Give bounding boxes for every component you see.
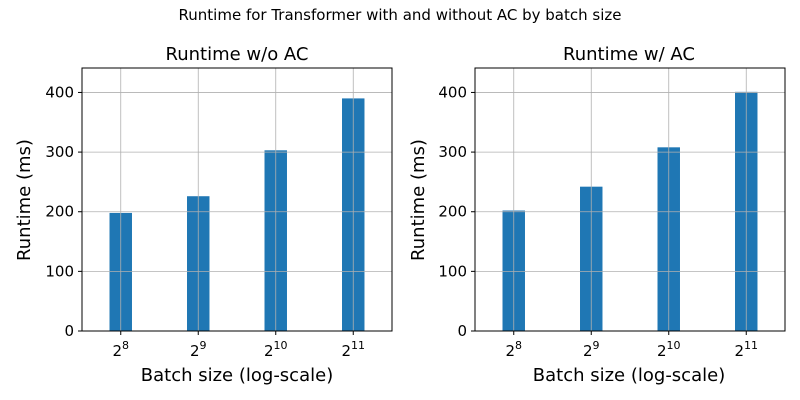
x-tick-label: 211: [734, 339, 758, 360]
y-tick-label: 400: [45, 83, 74, 101]
y-tick-label: 0: [457, 322, 467, 340]
x-tick-label: 211: [341, 339, 365, 360]
y-tick-label: 300: [438, 143, 467, 161]
y-tick-label: 100: [438, 262, 467, 280]
x-tick-label: 28: [505, 339, 522, 360]
x-tick-label: 29: [190, 339, 207, 360]
chart-title: Runtime w/ AC: [563, 44, 695, 65]
y-tick-label: 400: [438, 83, 467, 101]
chart-title: Runtime w/o AC: [166, 44, 309, 65]
x-tick-label: 29: [583, 339, 600, 360]
x-tick-label: 28: [112, 339, 129, 360]
y-axis-label: Runtime (ms): [408, 139, 429, 261]
x-tick-label: 210: [657, 339, 681, 360]
axes-frame: [81, 67, 393, 332]
axes-frame: [474, 67, 786, 332]
chart-panel-without-ac: Runtime w/o AC Runtime (ms) Batch size (…: [14, 44, 393, 386]
y-axis-label: Runtime (ms): [14, 139, 35, 261]
y-tick-label: 100: [45, 262, 74, 280]
y-tick-label: 200: [438, 203, 467, 221]
y-tick-label: 0: [64, 322, 74, 340]
x-axis-label: Batch size (log-scale): [533, 365, 725, 386]
y-tick-label: 300: [45, 143, 74, 161]
y-tick-label: 200: [45, 203, 74, 221]
x-tick-label: 210: [264, 339, 288, 360]
chart-panel-with-ac: Runtime w/ AC Runtime (ms) Batch size (l…: [408, 44, 786, 386]
figure-suptitle: Runtime for Transformer with and without…: [179, 6, 622, 24]
x-axis-label: Batch size (log-scale): [141, 365, 333, 386]
